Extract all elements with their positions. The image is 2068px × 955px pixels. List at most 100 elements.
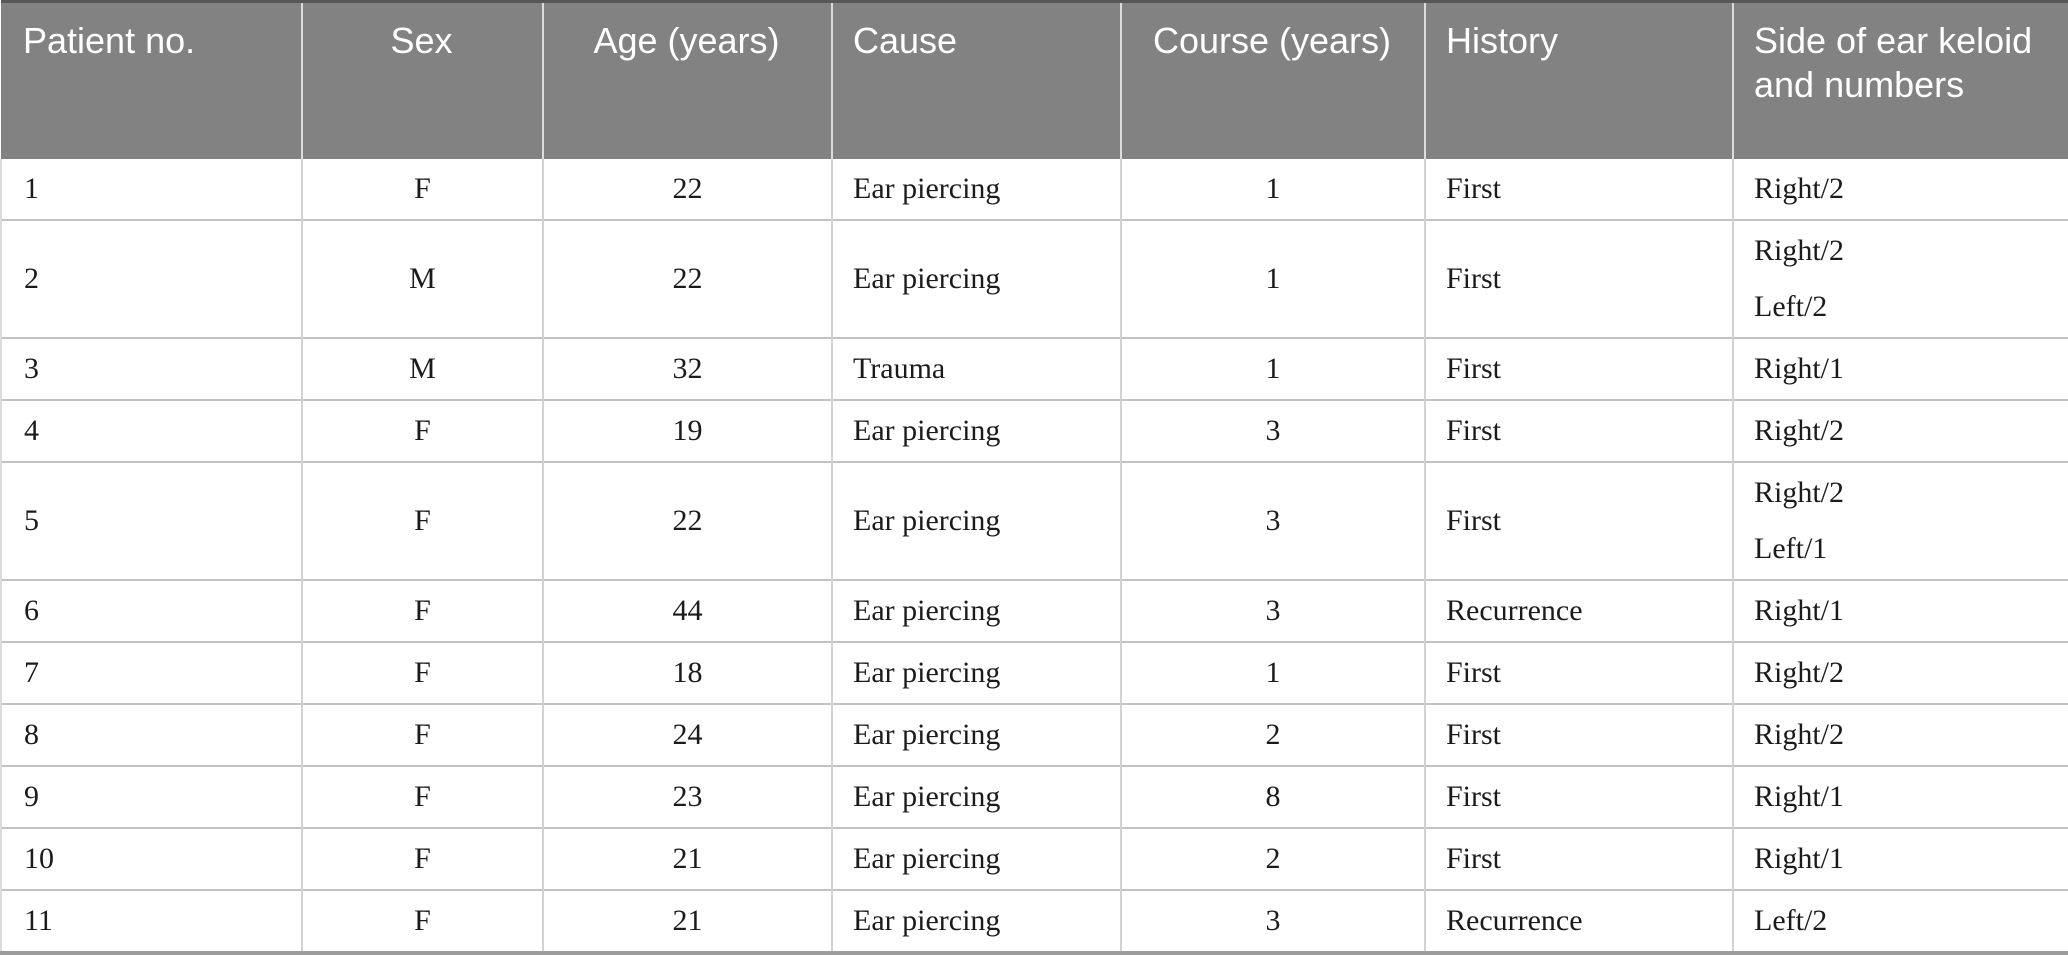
column-header-side: Side of ear keloid and numbers (1732, 0, 2068, 159)
cell-cause: Ear piercing (831, 398, 1121, 462)
side-line: Right/2 (1754, 171, 1845, 205)
side-line: Right/1 (1754, 351, 1845, 385)
cell-patient-no: 8 (0, 702, 302, 766)
cell-patient-no: 4 (0, 398, 302, 462)
cell-history: First (1424, 640, 1733, 704)
column-header-cause: Cause (831, 0, 1121, 159)
cell-sex: M (301, 218, 543, 338)
cell-course: 1 (1120, 336, 1425, 400)
cell-sex: F (301, 158, 543, 220)
column-header-age: Age (years) (542, 0, 832, 159)
cell-cause: Ear piercing (831, 460, 1121, 580)
cell-history: First (1424, 702, 1733, 766)
cell-patient-no: 9 (0, 764, 302, 828)
cell-course: 8 (1120, 764, 1425, 828)
cell-history: First (1424, 764, 1733, 828)
cell-side: Right/1 (1732, 764, 2068, 828)
cell-cause: Ear piercing (831, 158, 1121, 220)
cell-sex: F (301, 826, 543, 890)
column-header-course: Course (years) (1120, 0, 1425, 159)
cell-course: 3 (1120, 460, 1425, 580)
table-row: 4 F 19 Ear piercing 3 First Right/2 (0, 398, 2068, 462)
cell-course: 1 (1120, 218, 1425, 338)
cell-age: 23 (542, 764, 832, 828)
cell-sex: F (301, 702, 543, 766)
table-row: 6 F 44 Ear piercing 3 Recurrence Right/1 (0, 578, 2068, 642)
cell-sex: F (301, 578, 543, 642)
cell-history: Recurrence (1424, 578, 1733, 642)
table-row: 5 F 22 Ear piercing 3 First Right/2 Left… (0, 460, 2068, 580)
cell-cause: Ear piercing (831, 640, 1121, 704)
cell-sex: F (301, 460, 543, 580)
cell-course: 2 (1120, 826, 1425, 890)
cell-cause: Ear piercing (831, 702, 1121, 766)
cell-course: 2 (1120, 702, 1425, 766)
cell-cause: Ear piercing (831, 764, 1121, 828)
table-row: 2 M 22 Ear piercing 1 First Right/2 Left… (0, 218, 2068, 338)
cell-age: 22 (542, 218, 832, 338)
cell-history: First (1424, 460, 1733, 580)
cell-history: First (1424, 158, 1733, 220)
cell-age: 21 (542, 888, 832, 955)
cell-side: Right/2 Left/2 (1732, 218, 2068, 338)
side-line: Right/2 (1754, 717, 1845, 751)
cell-side: Right/2 (1732, 640, 2068, 704)
cell-cause: Ear piercing (831, 218, 1121, 338)
cell-sex: M (301, 336, 543, 400)
cell-sex: F (301, 398, 543, 462)
cell-patient-no: 5 (0, 460, 302, 580)
table-body: 1 F 22 Ear piercing 1 First Right/2 2 M … (0, 158, 2068, 955)
header-row: Patient no. Sex Age (years) Cause Course… (1, 0, 2068, 159)
cell-patient-no: 6 (0, 578, 302, 642)
cell-cause: Ear piercing (831, 578, 1121, 642)
cell-course: 3 (1120, 888, 1425, 955)
table-row: 11 F 21 Ear piercing 3 Recurrence Left/2 (0, 888, 2068, 955)
side-line: Right/1 (1754, 779, 1845, 813)
table-row: 10 F 21 Ear piercing 2 First Right/1 (0, 826, 2068, 890)
table-row: 7 F 18 Ear piercing 1 First Right/2 (0, 640, 2068, 704)
cell-side: Right/1 (1732, 826, 2068, 890)
cell-course: 1 (1120, 158, 1425, 220)
cell-cause: Ear piercing (831, 888, 1121, 955)
cell-age: 22 (542, 158, 832, 220)
cell-course: 1 (1120, 640, 1425, 704)
cell-patient-no: 1 (0, 158, 302, 220)
cell-cause: Trauma (831, 336, 1121, 400)
side-line: Right/2 (1754, 475, 1845, 509)
cell-course: 3 (1120, 578, 1425, 642)
cell-age: 44 (542, 578, 832, 642)
cell-sex: F (301, 640, 543, 704)
cell-side: Right/1 (1732, 336, 2068, 400)
cell-side: Right/2 Left/1 (1732, 460, 2068, 580)
cell-patient-no: 3 (0, 336, 302, 400)
cell-age: 18 (542, 640, 832, 704)
cell-history: First (1424, 826, 1733, 890)
cell-age: 24 (542, 702, 832, 766)
table-header: Patient no. Sex Age (years) Cause Course… (1, 0, 2068, 159)
cell-cause: Ear piercing (831, 826, 1121, 890)
cell-side: Left/2 (1732, 888, 2068, 955)
cell-age: 21 (542, 826, 832, 890)
cell-sex: F (301, 888, 543, 955)
side-line: Right/2 (1754, 413, 1845, 447)
cell-patient-no: 11 (0, 888, 302, 955)
cell-patient-no: 10 (0, 826, 302, 890)
cell-age: 22 (542, 460, 832, 580)
cell-history: First (1424, 218, 1733, 338)
cell-side: Right/1 (1732, 578, 2068, 642)
cell-sex: F (301, 764, 543, 828)
cell-history: Recurrence (1424, 888, 1733, 955)
column-header-history: History (1424, 0, 1733, 159)
cell-history: First (1424, 336, 1733, 400)
cell-patient-no: 2 (0, 218, 302, 338)
cell-patient-no: 7 (0, 640, 302, 704)
cell-side: Right/2 (1732, 702, 2068, 766)
side-line: Right/2 (1754, 233, 1845, 267)
side-line: Right/2 (1754, 655, 1845, 689)
table-row: 1 F 22 Ear piercing 1 First Right/2 (0, 158, 2068, 220)
cell-age: 19 (542, 398, 832, 462)
table-row: 3 M 32 Trauma 1 First Right/1 (0, 336, 2068, 400)
cell-age: 32 (542, 336, 832, 400)
column-header-sex: Sex (301, 0, 543, 159)
